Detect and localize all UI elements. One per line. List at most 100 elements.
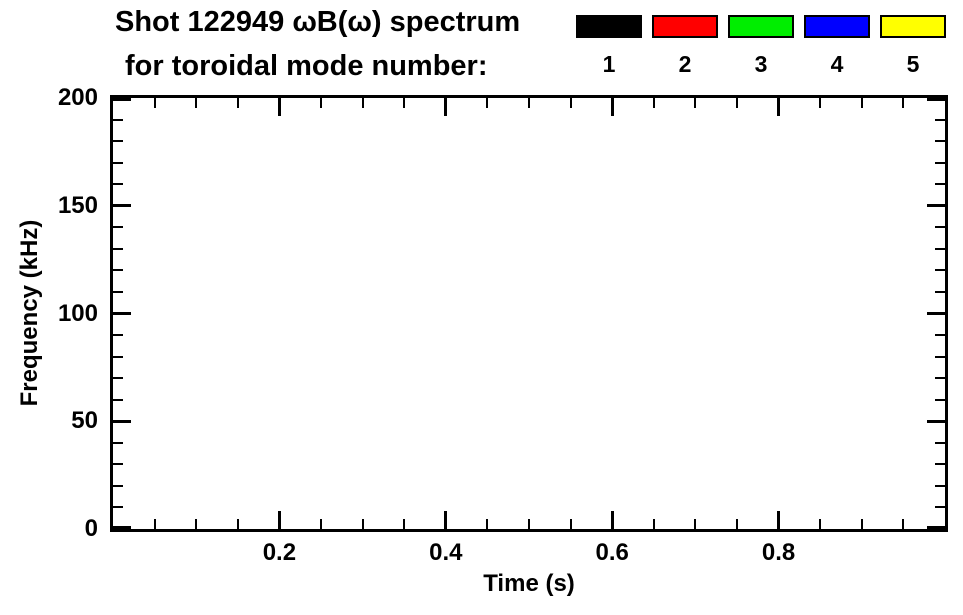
x-tick-label: 0.8 <box>761 539 796 566</box>
x-tick-label: 0.4 <box>429 539 463 566</box>
y-minor-tick <box>113 269 123 272</box>
y-major-tick <box>927 419 945 423</box>
x-major-tick <box>777 511 781 529</box>
x-tick-label: 0.6 <box>595 539 629 566</box>
x-minor-tick <box>569 519 572 529</box>
y-minor-tick <box>113 463 123 466</box>
legend-label: 4 <box>830 51 844 77</box>
legend-item: 3 <box>728 15 794 76</box>
legend-label: 5 <box>906 51 920 77</box>
x-minor-tick <box>153 98 156 108</box>
legend: 1 2 3 4 5 <box>576 15 946 76</box>
y-minor-tick <box>935 377 945 380</box>
x-minor-tick <box>860 519 863 529</box>
x-minor-tick <box>902 98 905 108</box>
y-major-tick <box>113 526 131 529</box>
x-minor-tick <box>236 519 239 529</box>
x-major-tick <box>277 98 281 116</box>
x-minor-tick <box>819 519 822 529</box>
y-minor-tick <box>113 484 123 487</box>
y-minor-tick <box>113 161 123 164</box>
y-minor-tick <box>113 355 123 358</box>
y-minor-tick <box>113 118 123 121</box>
y-minor-tick <box>935 118 945 121</box>
y-minor-tick <box>935 463 945 466</box>
y-tick-label: 200 <box>57 84 98 111</box>
chart-title-line1: Shot 122949 ωB(ω) spectrum <box>115 6 521 38</box>
chart-title-line2: for toroidal mode number: <box>125 50 488 82</box>
x-minor-tick <box>361 519 364 529</box>
x-minor-tick <box>528 519 530 529</box>
y-major-tick <box>927 312 945 315</box>
x-major-tick <box>610 98 614 116</box>
x-minor-tick <box>403 98 406 108</box>
y-major-tick <box>927 98 945 101</box>
legend-label: 1 <box>602 51 616 77</box>
y-tick-label: 150 <box>57 191 98 219</box>
y-minor-tick <box>113 290 123 293</box>
y-minor-tick <box>935 183 945 186</box>
y-tick-label: 0 <box>84 515 98 542</box>
y-tick-label: 50 <box>71 407 98 435</box>
x-minor-tick <box>195 519 198 529</box>
y-major-tick <box>927 204 945 208</box>
y-minor-tick <box>113 183 123 186</box>
x-minor-tick <box>528 98 530 108</box>
y-minor-tick <box>935 355 945 358</box>
y-minor-tick <box>113 140 123 143</box>
x-minor-tick <box>819 98 822 108</box>
y-minor-tick <box>935 161 945 164</box>
y-major-tick <box>113 204 131 208</box>
y-major-tick <box>113 419 131 423</box>
legend-swatch <box>576 15 642 38</box>
y-minor-tick <box>935 290 945 293</box>
y-minor-tick <box>935 484 945 487</box>
legend-swatch <box>804 15 870 38</box>
x-minor-tick <box>694 98 697 108</box>
x-minor-tick <box>694 519 697 529</box>
y-minor-tick <box>113 506 123 509</box>
legend-label: 3 <box>754 51 768 77</box>
x-minor-tick <box>736 519 738 529</box>
legend-label: 2 <box>678 51 692 77</box>
y-minor-tick <box>935 247 945 250</box>
y-minor-tick <box>113 441 123 444</box>
y-minor-tick <box>113 247 123 250</box>
x-minor-tick <box>652 98 655 108</box>
y-minor-tick <box>935 506 945 509</box>
legend-item: 5 <box>880 15 946 76</box>
legend-swatch <box>728 15 794 38</box>
x-major-tick <box>277 511 281 529</box>
x-minor-tick <box>486 98 489 108</box>
x-minor-tick <box>320 98 322 108</box>
x-minor-tick <box>236 98 239 108</box>
x-minor-tick <box>403 519 406 529</box>
x-minor-tick <box>736 98 738 108</box>
y-major-tick <box>927 526 945 529</box>
y-tick-label: 100 <box>57 299 98 327</box>
legend-item: 2 <box>652 15 718 76</box>
x-minor-tick <box>652 519 655 529</box>
y-minor-tick <box>935 398 945 401</box>
y-minor-tick <box>113 377 123 380</box>
x-minor-tick <box>153 519 156 529</box>
y-minor-tick <box>935 269 945 272</box>
x-major-tick <box>777 98 781 116</box>
y-minor-tick <box>113 226 123 229</box>
y-minor-tick <box>935 140 945 143</box>
x-major-tick <box>444 511 448 529</box>
y-major-tick <box>113 98 131 101</box>
y-minor-tick <box>935 441 945 444</box>
x-major-tick <box>444 98 448 116</box>
x-axis-title: Time (s) <box>483 570 575 597</box>
legend-item: 4 <box>804 15 870 76</box>
y-minor-tick <box>935 334 945 337</box>
legend-swatch <box>652 15 718 38</box>
x-minor-tick <box>902 519 905 529</box>
y-minor-tick <box>113 334 123 337</box>
plot-area <box>110 95 948 532</box>
legend-item: 1 <box>576 15 642 76</box>
x-minor-tick <box>361 98 364 108</box>
y-major-tick <box>113 312 131 315</box>
